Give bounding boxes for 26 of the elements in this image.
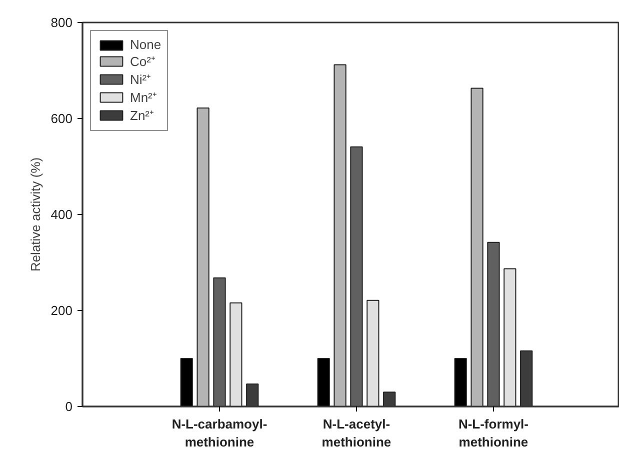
legend-label: Mn²⁺ xyxy=(130,89,156,106)
x-tick-label: N-L-carbamoyl- methionine xyxy=(172,416,268,450)
x-tick-label: N-L-formyl- methionine xyxy=(458,416,528,450)
bar xyxy=(366,300,380,406)
bar xyxy=(454,358,467,406)
bar xyxy=(487,242,500,406)
bar xyxy=(350,146,363,406)
bar xyxy=(213,277,226,406)
bar xyxy=(230,302,242,406)
x-tick-label: N-L-acetyl- methionine xyxy=(322,416,392,450)
y-tick-label: 600 xyxy=(50,111,73,126)
y-tick-label: 200 xyxy=(50,303,73,318)
bar xyxy=(317,358,330,406)
legend-label: Zn²⁺ xyxy=(130,107,154,124)
legend-label: None xyxy=(130,37,162,52)
bar xyxy=(196,107,210,406)
bar xyxy=(470,88,484,406)
bar xyxy=(180,358,193,406)
legend-label: Ni²⁺ xyxy=(130,71,151,88)
legend-label: Co²⁺ xyxy=(130,53,155,70)
bar xyxy=(334,64,346,406)
y-tick-label: 800 xyxy=(50,15,73,30)
bar xyxy=(504,268,516,406)
y-tick-label: 0 xyxy=(65,399,73,414)
y-tick-label: 400 xyxy=(50,207,73,222)
y-axis-title: Relative activity (%) xyxy=(28,157,43,272)
